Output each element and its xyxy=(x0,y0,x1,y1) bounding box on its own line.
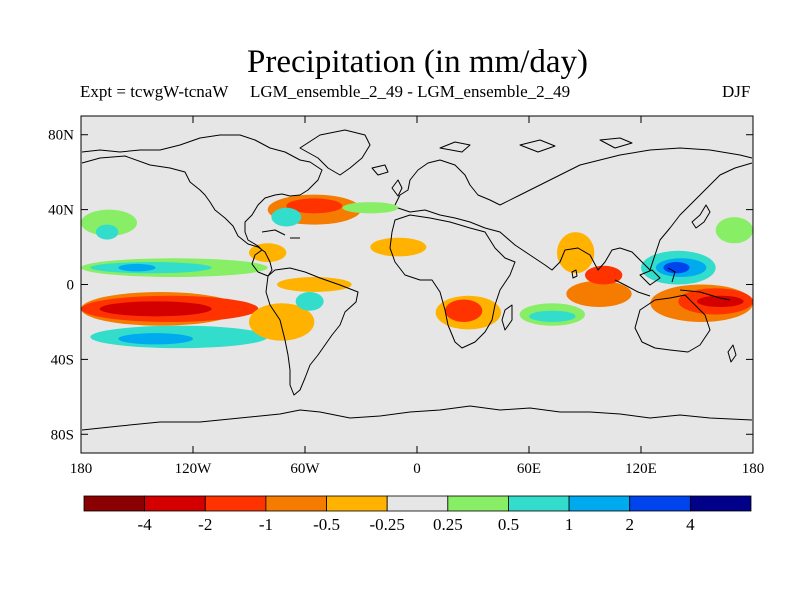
precip-region xyxy=(697,295,744,307)
colorbar-swatch xyxy=(144,495,206,512)
precip-region xyxy=(585,265,623,285)
asia-coastline xyxy=(484,147,753,271)
colorbar-swatch xyxy=(568,495,631,512)
south-america-coastline xyxy=(265,267,359,396)
precip-region xyxy=(342,202,399,214)
precip-region xyxy=(271,207,302,227)
colorbar-label: 1 xyxy=(565,515,574,534)
lon-tick-label: 60E xyxy=(517,461,541,477)
precipitation-anomaly-layer xyxy=(80,194,754,349)
plot-title: Precipitation (in mm/day) xyxy=(247,44,588,80)
precip-region xyxy=(248,243,287,263)
africa-coastline xyxy=(389,214,516,349)
colorbar-label: -4 xyxy=(138,515,153,534)
axis-ticks: 80N 40N 0 40S 80S 180 120W 60W 0 60E 120E 180 xyxy=(48,116,764,477)
ensemble-label: LGM_ensemble_2_49 - LGM_ensemble_2_49 xyxy=(250,82,571,101)
japan-coastline xyxy=(691,204,711,229)
lon-tick-label: 180 xyxy=(742,461,765,477)
map-background xyxy=(81,116,753,453)
colorbar-label: -1 xyxy=(259,515,273,534)
precip-region xyxy=(99,301,212,317)
precip-region xyxy=(715,217,753,244)
colorbar: -4 -2 -1 -0.5 -0.25 0.25 0.5 1 2 4 xyxy=(83,495,752,534)
colorbar-swatch xyxy=(204,495,267,512)
precip-region xyxy=(286,198,343,214)
precip-region xyxy=(81,209,137,236)
british-isles-coastline xyxy=(371,164,403,197)
lon-tick-label: 120E xyxy=(625,461,657,477)
colorbar-swatch xyxy=(326,495,388,512)
lon-tick-label: 60W xyxy=(290,461,320,477)
lon-tick-label: 0 xyxy=(413,461,421,477)
colorbar-swatch xyxy=(508,495,570,512)
colorbar-label: -0.25 xyxy=(369,515,404,534)
precip-region xyxy=(248,303,315,341)
lat-tick-label: 40S xyxy=(51,352,74,368)
lat-tick-label: 0 xyxy=(67,278,75,294)
precip-region xyxy=(295,291,324,311)
lat-tick-label: 80N xyxy=(48,128,74,144)
lon-tick-label: 180 xyxy=(70,461,93,477)
colorbar-swatch xyxy=(629,495,691,512)
north-america-coastline xyxy=(81,134,323,277)
colorbar-label: 0.25 xyxy=(433,515,463,534)
colorbar-label: -0.5 xyxy=(313,515,340,534)
precip-region xyxy=(118,333,193,345)
colorbar-swatch xyxy=(447,495,509,512)
colorbar-label: 0.5 xyxy=(498,515,519,534)
precip-region xyxy=(529,310,576,322)
precip-region xyxy=(445,299,483,322)
season-label: DJF xyxy=(722,82,751,101)
colorbar-swatch xyxy=(265,495,327,512)
precip-region xyxy=(663,262,690,274)
colorbar-swatch xyxy=(83,495,146,512)
lat-tick-label: 80S xyxy=(51,427,74,443)
colorbar-label: 4 xyxy=(686,515,695,534)
precip-region xyxy=(557,232,595,274)
coastlines xyxy=(81,129,753,431)
colorbar-swatch xyxy=(689,495,752,512)
experiment-label: Expt = tcwgW-tcnaW xyxy=(80,82,229,101)
precip-region xyxy=(370,237,427,257)
precip-region xyxy=(118,263,156,272)
precip-region xyxy=(277,277,352,292)
colorbar-label: 2 xyxy=(625,515,634,534)
madagascar-coastline xyxy=(501,304,513,331)
australia-coastline xyxy=(634,294,711,353)
antarctica-coastline xyxy=(81,405,753,431)
precip-region xyxy=(95,224,119,240)
sri-lanka-coastline xyxy=(571,269,578,279)
lon-tick-label: 120W xyxy=(175,461,213,477)
maritime-continent-coastline xyxy=(614,267,731,301)
lat-tick-label: 40N xyxy=(48,203,74,219)
colorbar-label: -2 xyxy=(198,515,212,534)
precip-region xyxy=(566,280,632,307)
arctic-islands-coastline xyxy=(439,137,633,153)
greenland-coastline xyxy=(299,129,371,176)
caribbean-coastline xyxy=(261,229,300,239)
colorbar-swatch xyxy=(386,495,449,512)
new-zealand-coastline xyxy=(727,344,737,363)
europe-coastline xyxy=(394,159,501,229)
